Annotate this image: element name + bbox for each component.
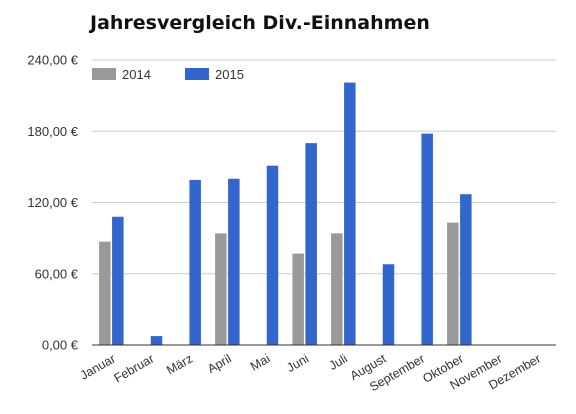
bar-2015-Juli [344, 82, 356, 345]
y-tick-label: 180,00 € [27, 124, 78, 139]
x-tick-label: Januar [78, 351, 118, 382]
y-tick-label: 60,00 € [35, 266, 79, 281]
bar-2015-Mai [266, 165, 279, 345]
legend-label-2014: 2014 [122, 67, 151, 82]
legend-swatch-2015 [185, 68, 209, 80]
bar-2015-April [228, 178, 240, 345]
bar-2014-Juli [331, 233, 343, 345]
bars [99, 82, 472, 345]
x-tick-label: April [205, 351, 234, 376]
grid-lines [92, 59, 556, 275]
legend: 2014 2015 [92, 67, 244, 82]
y-tick-label: 0,00 € [42, 338, 79, 353]
legend-swatch-2014 [92, 68, 116, 80]
y-axis-ticks: 0,00 € 60,00 € 120,00 € 180,00 € 240,00 € [27, 53, 78, 353]
x-tick-label: Juli [327, 351, 350, 373]
bar-2015-Juni [305, 143, 317, 345]
bar-2015-August [382, 264, 395, 345]
x-tick-label: Februar [112, 351, 157, 385]
x-tick-label: März [164, 351, 195, 377]
bar-2015-Oktober [460, 194, 472, 345]
bar-2014-Oktober [447, 222, 459, 345]
y-tick-label: 120,00 € [27, 195, 78, 210]
y-tick-label: 240,00 € [27, 53, 78, 68]
bar-2014-April [215, 233, 227, 345]
bar-2015-Februar [150, 336, 163, 345]
bar-2014-Juni [292, 253, 304, 345]
bar-2015-September [421, 133, 433, 345]
bar-2015-März [189, 179, 201, 345]
x-tick-label: Juni [284, 351, 311, 375]
bar-2015-Januar [112, 216, 124, 345]
bar-2014-Januar [99, 241, 111, 345]
x-tick-label: Mai [248, 351, 272, 373]
chart-title: Jahresvergleich Div.-Einnahmen [90, 12, 430, 34]
legend-label-2015: 2015 [215, 67, 244, 82]
